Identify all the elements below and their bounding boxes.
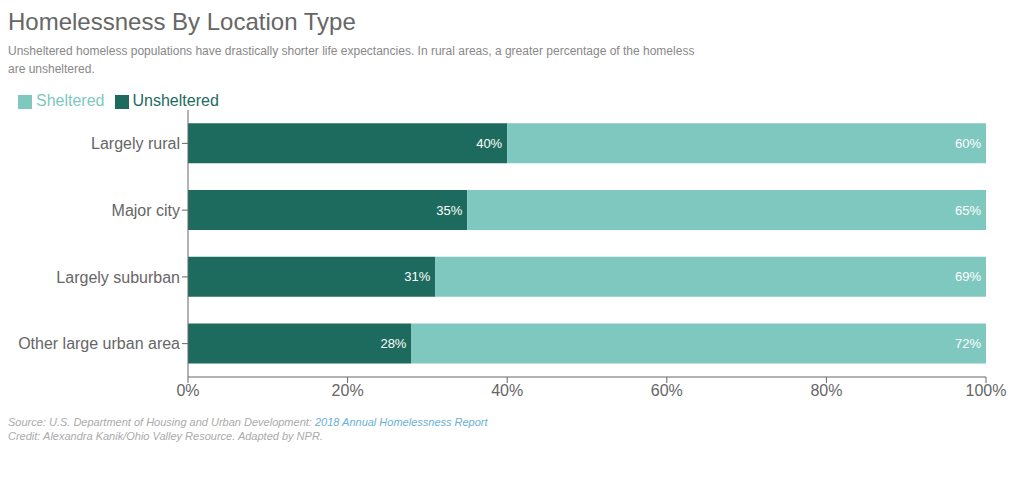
svg-text:0%: 0%: [176, 382, 199, 399]
svg-text:Largely suburban: Largely suburban: [56, 269, 180, 286]
svg-text:69%: 69%: [955, 269, 981, 284]
svg-text:20%: 20%: [332, 382, 364, 399]
html-text:Unsheltered homeless populatio: Unsheltered homeless populations have dr…: [8, 44, 695, 76]
html-text:Source: U.S. Department of Hou: Source: U.S. Department of Housing and U…: [8, 416, 488, 428]
svg-text:Major city: Major city: [112, 202, 180, 219]
svg-text:80%: 80%: [810, 382, 842, 399]
svg-text:40%: 40%: [476, 136, 502, 151]
svg-text:35%: 35%: [436, 203, 462, 218]
svg-text:Other large urban area: Other large urban area: [18, 335, 180, 352]
svg-text:65%: 65%: [955, 203, 981, 218]
html-text:Unsheltered: Unsheltered: [132, 92, 219, 109]
svg-text:60%: 60%: [651, 382, 683, 399]
html-text:Credit: Alexandra Kanik/Ohio V: Credit: Alexandra Kanik/Ohio Valley Reso…: [8, 430, 323, 442]
svg-text:100%: 100%: [966, 382, 1007, 399]
svg-text:72%: 72%: [955, 336, 981, 351]
svg-text:Largely rural: Largely rural: [91, 135, 180, 152]
html-text:Homelessness By Location Type: Homelessness By Location Type: [8, 8, 356, 35]
html-text:Sheltered: Sheltered: [36, 92, 105, 109]
svg-text:31%: 31%: [404, 269, 430, 284]
svg-text:60%: 60%: [955, 136, 981, 151]
svg-text:40%: 40%: [491, 382, 523, 399]
svg-text:28%: 28%: [380, 336, 406, 351]
